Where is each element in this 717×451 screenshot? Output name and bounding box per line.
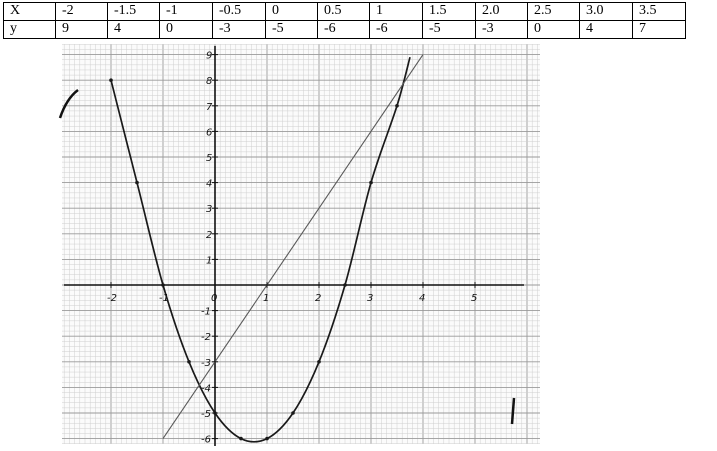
- table-cell: 4: [579, 20, 633, 39]
- table-cell: 3.0: [579, 2, 633, 21]
- x-tick-label: 0: [211, 293, 217, 304]
- x-tick-label: -1: [159, 293, 169, 304]
- y-tick-label: -2: [201, 332, 211, 343]
- series-point: [395, 104, 399, 108]
- series-point: [239, 436, 243, 441]
- y-tick-label: 4: [206, 179, 212, 190]
- series-layer: [109, 54, 424, 443]
- table-cell: -5: [422, 20, 476, 39]
- table-cell: 7: [632, 20, 686, 39]
- series-point: [109, 78, 113, 82]
- table-cell: -1.5: [107, 2, 160, 21]
- series-point: [291, 411, 295, 415]
- x-tick-label: 3: [367, 293, 373, 304]
- y-tick-label: -6: [201, 435, 211, 446]
- y-tick-label: -3: [201, 358, 211, 369]
- x-tick-label: 2: [315, 293, 321, 304]
- values-table: X -2 -1.5 -1 -0.5 0 0.5 1 1.5 2.0 2.5 3.…: [3, 2, 686, 39]
- y-tick-label: -4: [201, 383, 211, 394]
- x-tick-label: -2: [107, 293, 117, 304]
- series-point: [135, 180, 139, 185]
- x-tick-label: 1: [263, 293, 269, 304]
- table-cell: 0.5: [317, 2, 370, 21]
- table-row-y: y 9 4 0 -3 -5 -6 -6 -5 -3 0 4 7: [3, 20, 686, 39]
- y-tick-label: 5: [206, 153, 212, 164]
- y-tick-label: 1: [206, 255, 212, 266]
- y-tick-label: 3: [206, 204, 212, 215]
- y-tick-label: 2: [206, 230, 212, 241]
- series-point: [265, 436, 269, 441]
- table-cell: 9: [55, 20, 108, 39]
- table-row-x: X -2 -1.5 -1 -0.5 0 0.5 1 1.5 2.0 2.5 3.…: [3, 2, 686, 21]
- table-cell: 3.5: [632, 2, 686, 21]
- series-point: [187, 360, 191, 364]
- y-tick-label: 6: [206, 127, 212, 138]
- pen-mark: [510, 397, 516, 425]
- y-tick-label: 7: [206, 102, 213, 113]
- y-tick-label: -1: [201, 307, 211, 318]
- grid: [62, 44, 540, 444]
- series-point: [317, 360, 321, 364]
- y-tick-label: 9: [206, 51, 212, 62]
- series-straight-line: [162, 54, 424, 439]
- series-point: [343, 283, 347, 287]
- axes: [64, 46, 524, 446]
- y-tick-label: 8: [206, 76, 212, 87]
- series-point: [369, 180, 373, 185]
- x-tick-label: 5: [471, 293, 477, 304]
- table-cell: 2.0: [475, 2, 528, 21]
- paper-corner-mark: [58, 89, 79, 119]
- x-tick-label: 4: [419, 293, 425, 304]
- y-tick-label: -5: [201, 409, 211, 420]
